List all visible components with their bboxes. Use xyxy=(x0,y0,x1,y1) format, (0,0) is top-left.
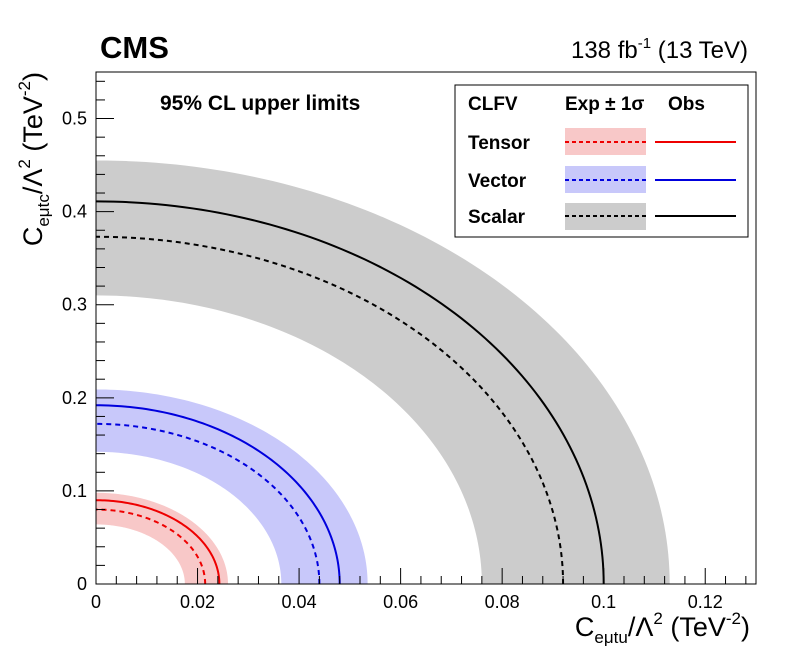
y-tick-label: 0.2 xyxy=(62,388,87,408)
x-tick-label: 0.04 xyxy=(282,592,317,612)
band-scalar xyxy=(96,160,670,584)
experiment-label: CMS xyxy=(100,30,169,65)
legend-label-scalar: Scalar xyxy=(468,207,526,228)
x-axis-title: Ceμtu/Λ2 (TeV-2) xyxy=(575,609,750,647)
observed-contour-scalar xyxy=(95,200,605,585)
chart-title: 95% CL upper limits xyxy=(160,92,360,115)
x-tick-label: 0.06 xyxy=(383,592,418,612)
legend-band-scalar xyxy=(565,203,646,230)
x-tick-label: 0.08 xyxy=(485,592,520,612)
plot-frame xyxy=(95,71,757,585)
x-tick-label: 0.1 xyxy=(591,592,616,612)
y-axis-title: Ceμtc/Λ2 (TeV-2) xyxy=(15,72,53,246)
expected-contour-vector xyxy=(95,422,321,585)
legend-header-observed: Obs xyxy=(668,94,705,115)
axis-tick-labels: 0 0.02 0.04 0.06 0.08 0.1 0.12 0 0.1 0.2 0.3 0.4 0.5 xyxy=(62,109,723,612)
luminosity-label: 138 fb-1 (13 TeV) xyxy=(571,35,748,64)
expected-contour-scalar xyxy=(95,235,565,585)
y-tick-label: 0.1 xyxy=(62,481,87,501)
legend-label-vector: Vector xyxy=(468,171,527,192)
x-tick-label: 0 xyxy=(91,592,101,612)
uncertainty-bands xyxy=(96,160,670,584)
legend-header-clfv: CLFV xyxy=(468,94,518,115)
band-vector xyxy=(96,389,368,584)
x-tick-label: 0.02 xyxy=(180,592,215,612)
legend-label-tensor: Tensor xyxy=(468,133,531,154)
x-tick-label: 0.12 xyxy=(688,592,723,612)
legend-band-tensor xyxy=(565,128,646,155)
axis-ticks xyxy=(95,80,747,585)
y-tick-label: 0 xyxy=(77,574,87,594)
band-tensor xyxy=(96,492,228,584)
expected-contour-tensor xyxy=(95,508,207,585)
y-tick-label: 0.5 xyxy=(62,109,87,129)
legend-band-vector xyxy=(565,166,646,193)
y-tick-label: 0.3 xyxy=(62,295,87,315)
limit-contours xyxy=(95,200,605,585)
observed-contour-tensor xyxy=(95,499,221,585)
observed-contour-vector xyxy=(95,404,341,585)
legend-entry-tensor: Tensor xyxy=(468,128,736,155)
legend-entry-scalar: Scalar xyxy=(468,203,736,230)
legend: CLFV Exp ± 1σ Obs Tensor Vector Scalar xyxy=(454,84,749,238)
legend-entry-vector: Vector xyxy=(468,166,736,193)
legend-header-expected: Exp ± 1σ xyxy=(565,94,644,115)
y-tick-label: 0.4 xyxy=(62,202,87,222)
